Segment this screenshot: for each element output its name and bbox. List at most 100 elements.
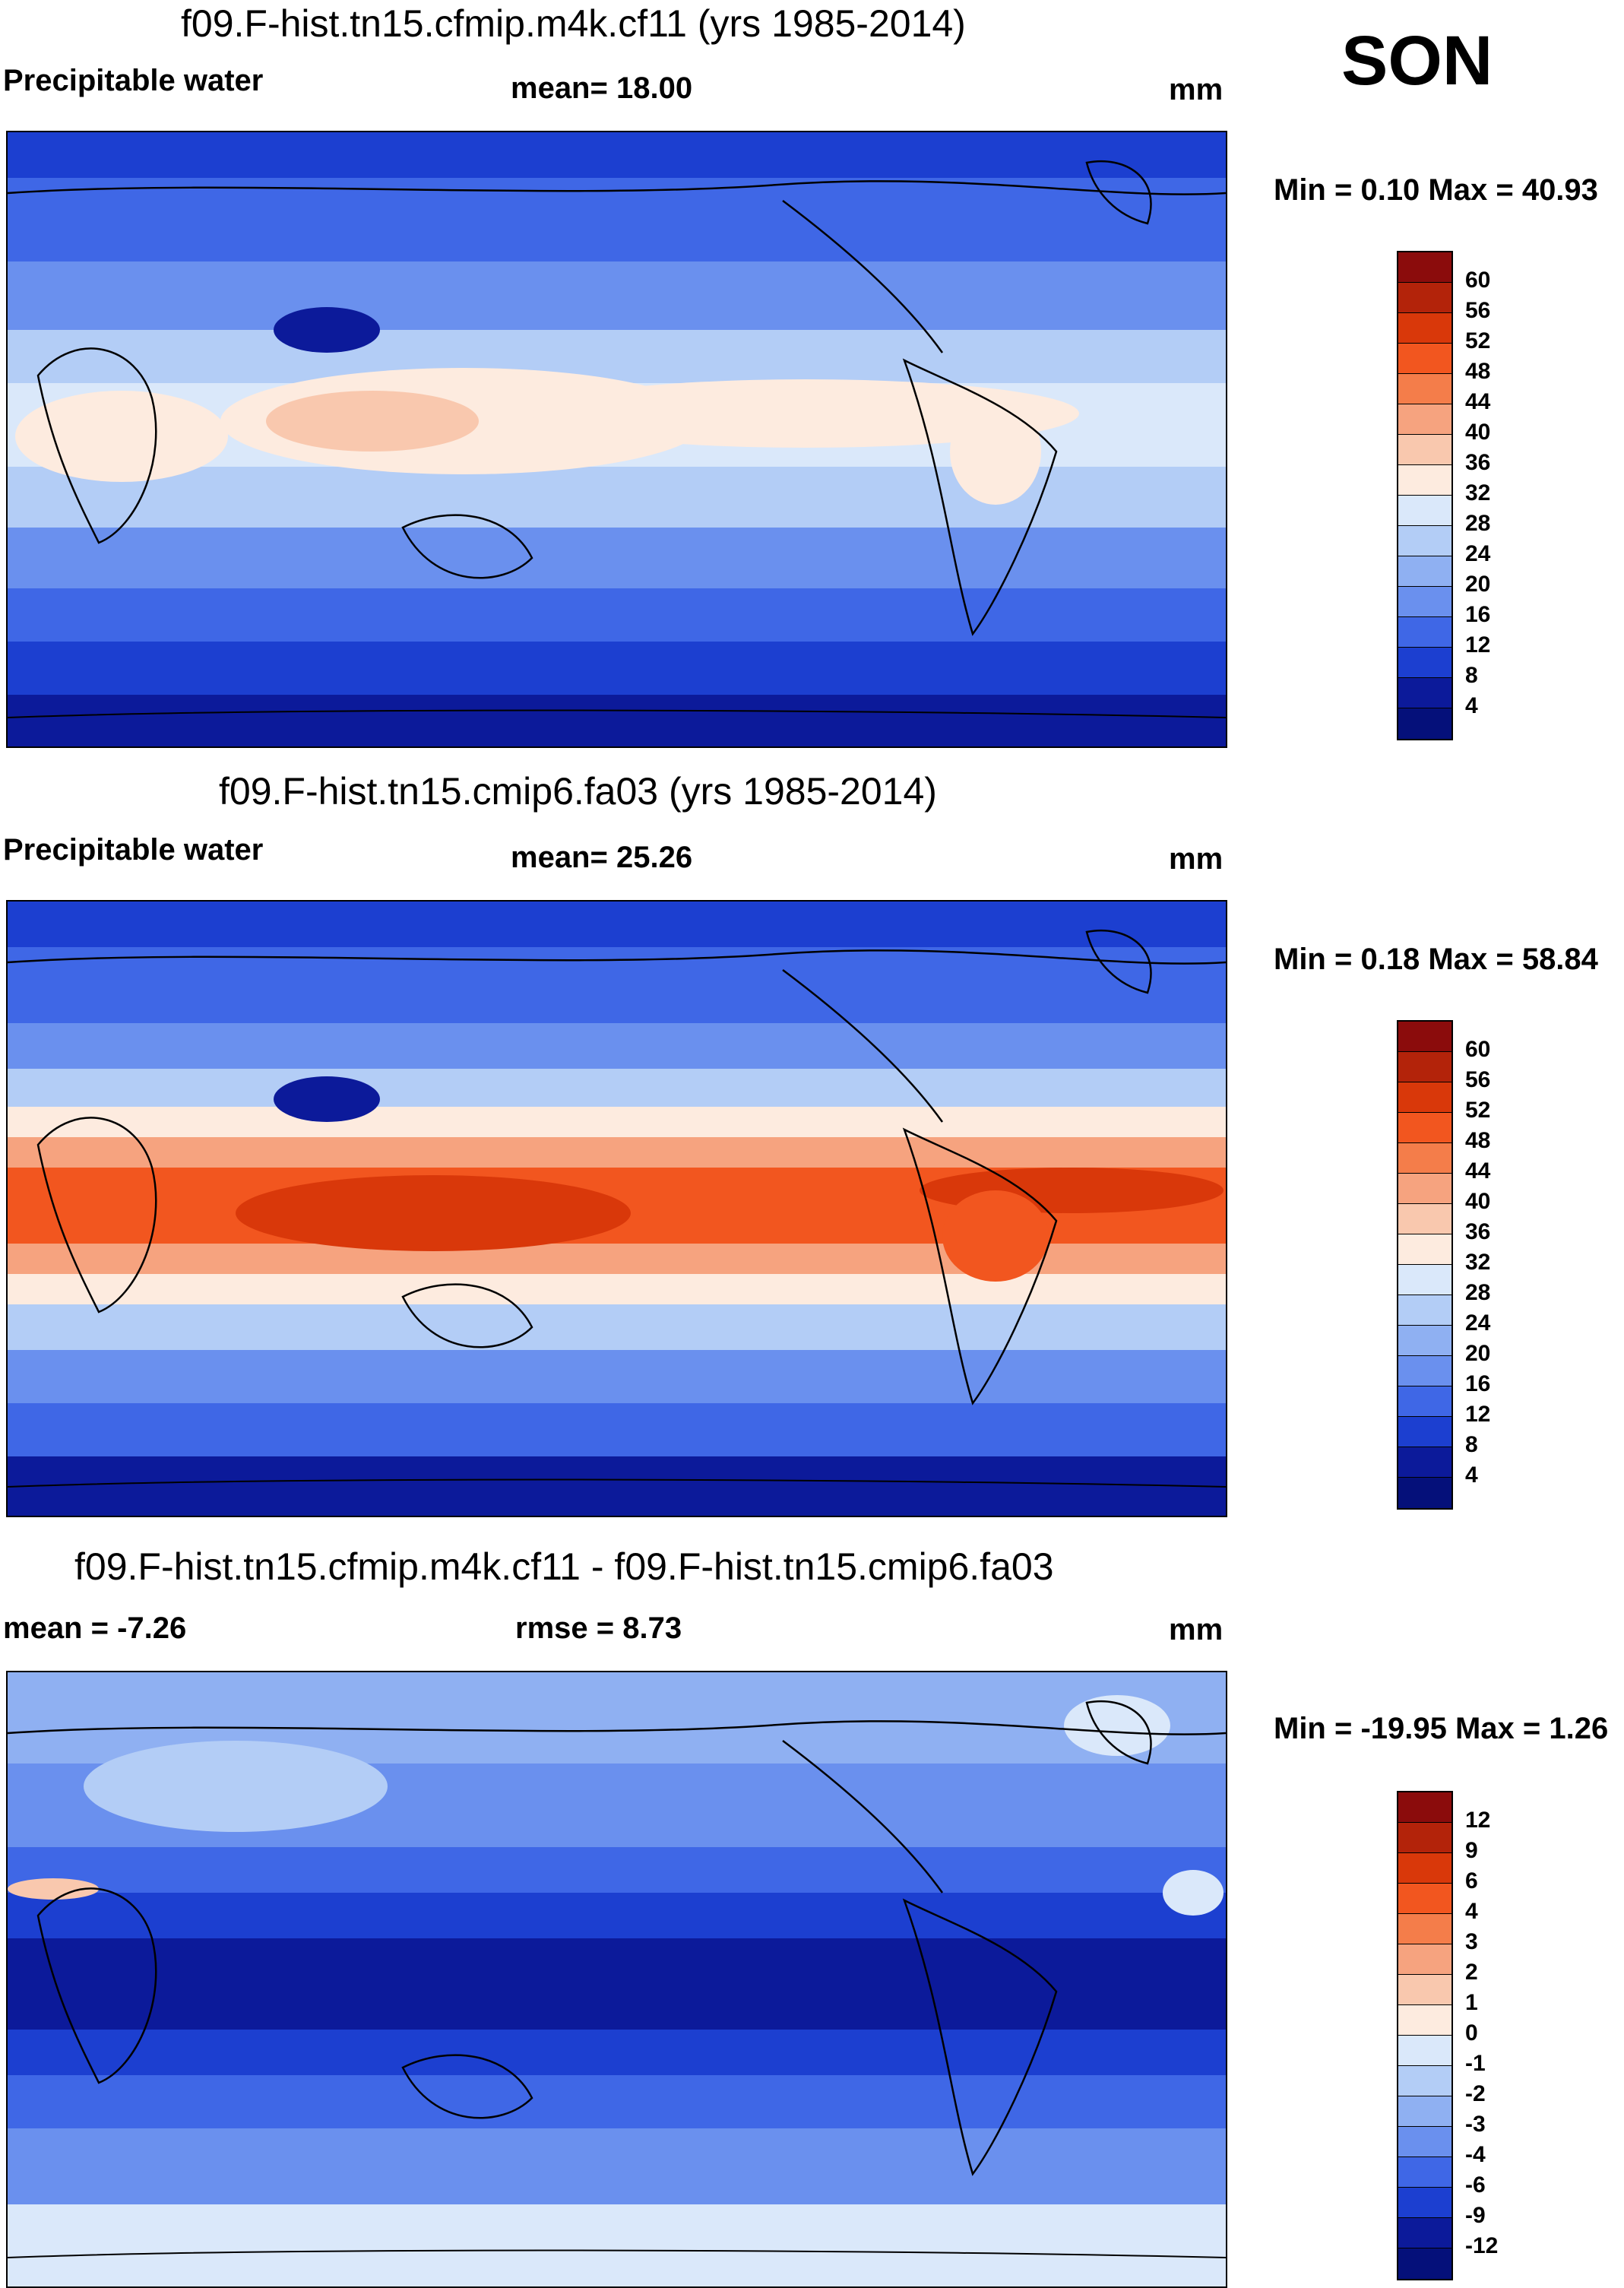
colorbar-box (1398, 2157, 1451, 2188)
colorbar-box (1398, 465, 1451, 496)
colorbar-box (1398, 2188, 1451, 2218)
colorbar-label: 4 (1465, 1462, 1478, 1488)
panel-2-title: f09.F-hist.tn15.cmip6.fa03 (yrs 1985-201… (219, 770, 937, 813)
colorbar-label: 56 (1465, 1067, 1491, 1092)
colorbar-label: 40 (1465, 420, 1491, 445)
colorbar-box (1398, 648, 1451, 678)
colorbar-box (1398, 1295, 1451, 1326)
colorbar-label: 28 (1465, 1280, 1491, 1305)
colorbar-box (1398, 1386, 1451, 1417)
colorbar-box (1398, 1174, 1451, 1204)
colorbar-label: 48 (1465, 359, 1491, 384)
colorbar-label: 20 (1465, 1341, 1491, 1366)
colorbar-label: 44 (1465, 1158, 1491, 1184)
panel-1-title: f09.F-hist.tn15.cfmip.m4k.cf11 (yrs 1985… (181, 2, 966, 45)
panel-1-map-canvas (8, 132, 1226, 746)
panel-3-rmse-label: rmse = 8.73 (515, 1611, 682, 1645)
colorbar-label: 4 (1465, 693, 1478, 718)
colorbar-label: 36 (1465, 1219, 1491, 1244)
colorbar-box (1398, 1143, 1451, 1174)
colorbar-box (1398, 1823, 1451, 1853)
colorbar-box (1398, 1478, 1451, 1508)
colorbar-box (1398, 344, 1451, 374)
colorbar-label: 12 (1465, 632, 1491, 658)
panel-2-map (6, 900, 1227, 1517)
colorbar-label: 12 (1465, 1402, 1491, 1427)
colorbar-box (1398, 1326, 1451, 1356)
colorbar-box (1398, 617, 1451, 648)
colorbar-label: 6 (1465, 1868, 1478, 1893)
colorbar-label: 16 (1465, 1371, 1491, 1396)
colorbar-box (1398, 1447, 1451, 1478)
colorbar-box (1398, 435, 1451, 465)
panel-2-variable-label: Precipitable water (3, 833, 264, 867)
colorbar-box (1398, 283, 1451, 313)
panel-2-units-label: mm (1169, 842, 1224, 876)
colorbar-label: 60 (1465, 1037, 1491, 1062)
colorbar-box (1398, 2066, 1451, 2096)
panel-1-minmax-label: Min = 0.10 Max = 40.93 (1274, 173, 1598, 207)
panel-3-colorbar (1397, 1791, 1453, 2280)
colorbar-box (1398, 1884, 1451, 1914)
colorbar-box (1398, 1356, 1451, 1386)
colorbar-label: 28 (1465, 511, 1491, 536)
colorbar-box (1398, 2096, 1451, 2127)
colorbar-label: 4 (1465, 1899, 1478, 1924)
panel-1-mean-label: mean= 18.00 (511, 71, 693, 105)
colorbar-box (1398, 1792, 1451, 1823)
colorbar-label: -12 (1465, 2233, 1499, 2258)
panel-3-mean-label: mean = -7.26 (3, 1611, 187, 1645)
colorbar-label: 16 (1465, 602, 1491, 627)
panel-3-title: f09.F-hist.tn15.cfmip.m4k.cf11 - f09.F-h… (74, 1545, 1054, 1588)
colorbar-box (1398, 1914, 1451, 1944)
colorbar-label: 60 (1465, 268, 1491, 293)
colorbar-label: 8 (1465, 663, 1478, 688)
colorbar-label: 40 (1465, 1189, 1491, 1214)
colorbar-label: 56 (1465, 298, 1491, 323)
colorbar-box (1398, 1022, 1451, 1052)
colorbar-label: 32 (1465, 1250, 1491, 1275)
colorbar-box (1398, 1082, 1451, 1113)
colorbar-box (1398, 708, 1451, 739)
colorbar-label: -4 (1465, 2142, 1486, 2167)
colorbar-label: 1 (1465, 1990, 1478, 2015)
colorbar-label: 44 (1465, 389, 1491, 414)
panel-1-units-label: mm (1169, 73, 1224, 106)
colorbar-box (1398, 2127, 1451, 2157)
colorbar-box (1398, 2005, 1451, 2036)
colorbar-label: 3 (1465, 1929, 1478, 1954)
colorbar-label: 9 (1465, 1838, 1478, 1863)
colorbar-box (1398, 252, 1451, 283)
colorbar-box (1398, 678, 1451, 708)
panel-1-variable-label: Precipitable water (3, 64, 264, 97)
colorbar-label: 2 (1465, 1960, 1478, 1985)
colorbar-box (1398, 1265, 1451, 1295)
colorbar-box (1398, 587, 1451, 617)
panel-2-map-canvas (8, 902, 1226, 1516)
colorbar-label: 8 (1465, 1432, 1478, 1457)
colorbar-label: 32 (1465, 480, 1491, 505)
panel-2-colorbar (1397, 1020, 1453, 1510)
colorbar-label: -3 (1465, 2112, 1486, 2137)
colorbar-label: 52 (1465, 1098, 1491, 1123)
colorbar-label: 0 (1465, 2020, 1478, 2046)
panel-3-minmax-label: Min = -19.95 Max = 1.26 (1274, 1712, 1609, 1745)
colorbar-label: -1 (1465, 2051, 1486, 2076)
colorbar-label: 36 (1465, 450, 1491, 475)
colorbar-box (1398, 1113, 1451, 1143)
colorbar-box (1398, 1234, 1451, 1265)
panel-2-minmax-label: Min = 0.18 Max = 58.84 (1274, 943, 1598, 976)
colorbar-label: 12 (1465, 1808, 1491, 1833)
colorbar-box (1398, 496, 1451, 526)
colorbar-box (1398, 374, 1451, 404)
colorbar-label: 48 (1465, 1128, 1491, 1153)
colorbar-label: -9 (1465, 2203, 1486, 2228)
colorbar-box (1398, 1853, 1451, 1884)
colorbar-box (1398, 2218, 1451, 2248)
colorbar-box (1398, 1204, 1451, 1234)
colorbar-label: 24 (1465, 1310, 1491, 1336)
colorbar-label: 20 (1465, 572, 1491, 597)
season-label: SON (1341, 22, 1493, 100)
colorbar-box (1398, 404, 1451, 435)
colorbar-label: 24 (1465, 541, 1491, 566)
